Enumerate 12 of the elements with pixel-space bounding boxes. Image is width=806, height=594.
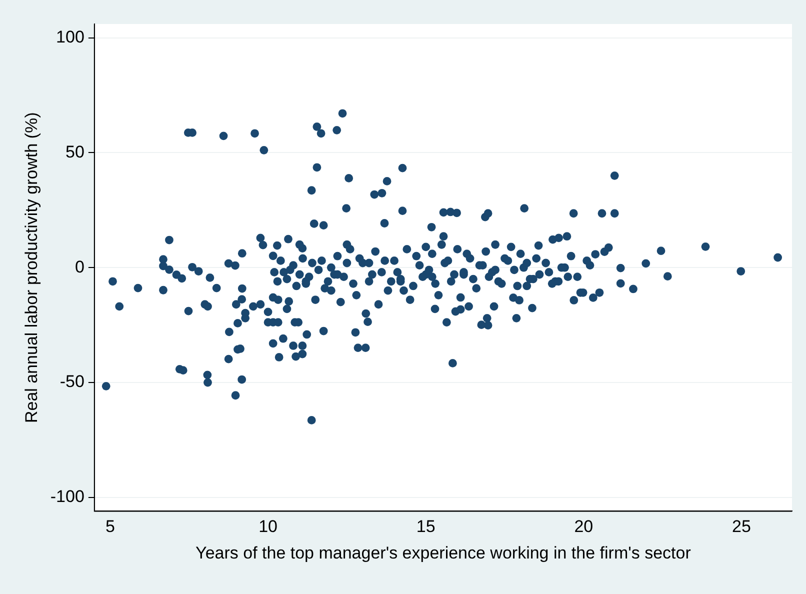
y-tick-label: -100 (50, 487, 84, 506)
y-tick-label: 100 (56, 27, 84, 46)
y-axis-title: Real annual labor productivity growth (%) (22, 112, 41, 424)
y-tick-label: -50 (60, 372, 84, 392)
x-tick-label: 10 (258, 517, 278, 536)
y-tick-label: 50 (66, 142, 84, 162)
x-tick-label: 15 (416, 517, 436, 536)
x-tick-label: 25 (732, 517, 751, 536)
y-tick-label: 0 (74, 257, 84, 276)
x-axis-title: Years of the top manager's experience working in the firm's sector (196, 543, 692, 562)
x-tick-label: 20 (574, 517, 594, 536)
x-tick-label: 5 (105, 517, 115, 536)
